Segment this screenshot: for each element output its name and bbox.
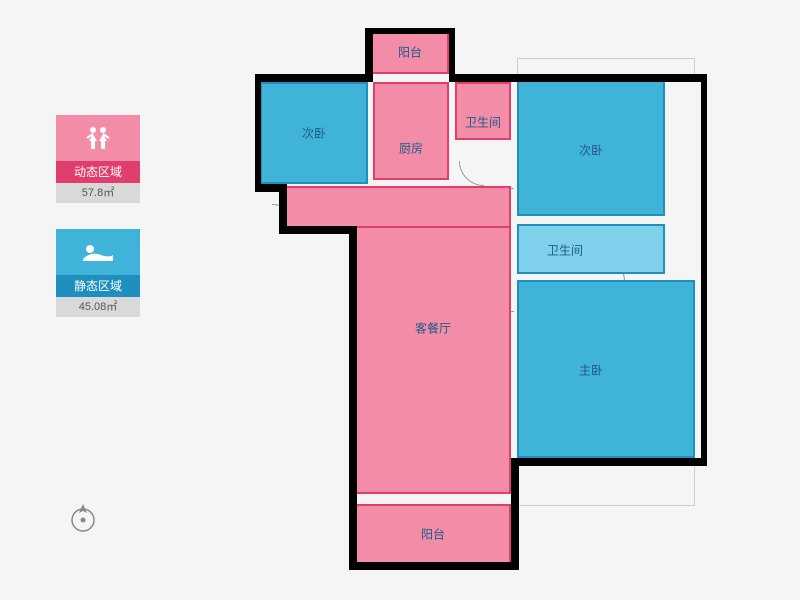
room-kitchen bbox=[373, 82, 449, 180]
legend: 动态区域 57.8㎡ 静态区域 45.08㎡ bbox=[56, 115, 140, 343]
wall bbox=[349, 562, 519, 570]
room-hall_upper bbox=[285, 186, 511, 230]
room-balcony_bottom bbox=[355, 504, 511, 564]
wall bbox=[511, 458, 519, 568]
wall bbox=[279, 184, 287, 232]
legend-dynamic-swatch bbox=[56, 115, 140, 161]
legend-dynamic: 动态区域 57.8㎡ bbox=[56, 115, 140, 203]
compass-icon bbox=[66, 500, 100, 534]
wall bbox=[511, 458, 707, 466]
wall bbox=[449, 28, 455, 78]
room-bath_mid bbox=[517, 224, 665, 274]
legend-static-value: 45.08㎡ bbox=[56, 297, 140, 317]
glazing-se bbox=[517, 464, 695, 506]
legend-static-swatch bbox=[56, 229, 140, 275]
room-bath_top bbox=[455, 82, 511, 140]
wall bbox=[279, 226, 357, 234]
legend-static-label: 静态区域 bbox=[56, 275, 140, 297]
floor-plan: 阳台次卧厨房卫生间次卧客餐厅卫生间主卧阳台 bbox=[255, 28, 705, 573]
legend-static: 静态区域 45.08㎡ bbox=[56, 229, 140, 317]
canvas: 动态区域 57.8㎡ 静态区域 45.08㎡ bbox=[0, 0, 800, 600]
wall bbox=[255, 74, 371, 82]
wall bbox=[701, 74, 707, 464]
wall bbox=[365, 28, 455, 34]
legend-dynamic-label: 动态区域 bbox=[56, 161, 140, 183]
door-arc bbox=[459, 136, 509, 186]
room-bedroom_nw bbox=[260, 82, 368, 184]
wall bbox=[449, 74, 707, 82]
wall bbox=[255, 74, 261, 190]
legend-dynamic-value: 57.8㎡ bbox=[56, 183, 140, 203]
sleep-icon bbox=[81, 241, 115, 263]
room-bedroom_ne bbox=[517, 78, 665, 216]
wall bbox=[365, 28, 373, 82]
wall bbox=[349, 228, 357, 570]
room-balcony_top bbox=[371, 28, 449, 74]
people-icon bbox=[83, 123, 113, 153]
room-bedroom_se bbox=[517, 280, 695, 458]
room-living bbox=[355, 226, 511, 494]
